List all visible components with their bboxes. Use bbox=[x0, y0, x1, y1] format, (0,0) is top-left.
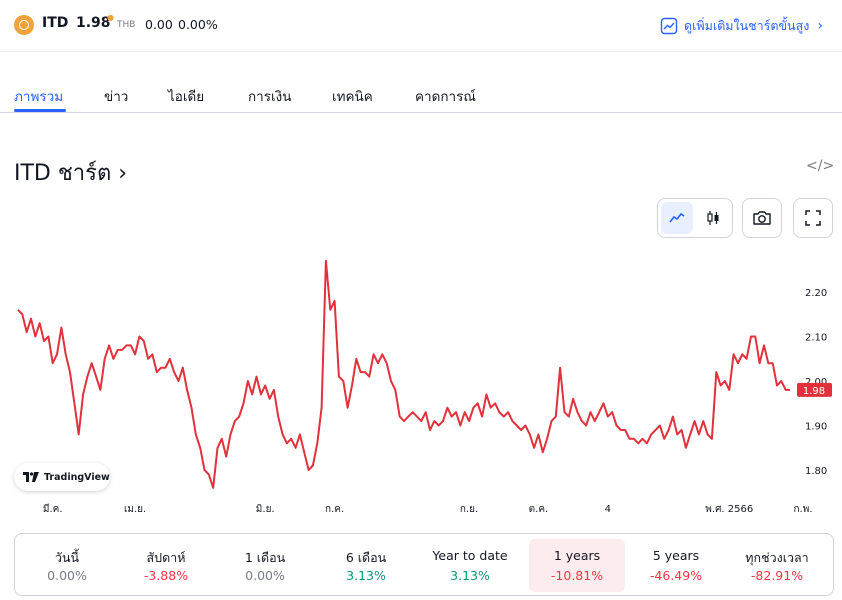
tab-ideas[interactable]: ไอเดีย bbox=[168, 89, 205, 105]
period-value: 3.13% bbox=[450, 568, 490, 583]
period-label: 1 years bbox=[553, 548, 601, 563]
chart-line-icon bbox=[660, 17, 678, 35]
x-tick-label: ก.ย. bbox=[460, 504, 478, 515]
period-label: สัปดาห์ bbox=[146, 550, 186, 565]
period-value: 0.00% bbox=[245, 568, 285, 583]
x-tick-label: ก.ค. bbox=[325, 504, 344, 515]
tradingview-label: TradingView bbox=[44, 471, 110, 483]
price-series-line bbox=[17, 259, 790, 489]
x-tick-label: มิ.ย. bbox=[256, 504, 275, 515]
period-week[interactable]: สัปดาห์ -3.88% bbox=[116, 539, 216, 592]
x-tick-label: 4 bbox=[605, 504, 611, 515]
period-today[interactable]: วันนี้ 0.00% bbox=[17, 539, 117, 592]
candlestick-icon bbox=[707, 211, 719, 225]
symbol-header: ITD 1.98 ● THB 0.00 0.00% ดูเพิ่มเติมในช… bbox=[0, 0, 842, 52]
period-value: -3.88% bbox=[143, 568, 189, 583]
chevron-right-icon: › bbox=[118, 161, 128, 186]
period-value: 3.13% bbox=[346, 568, 386, 583]
period-6-months[interactable]: 6 เดือน 3.13% bbox=[316, 539, 416, 592]
y-tick-label: 2.20 bbox=[805, 288, 827, 299]
last-price-marker: 1.98 bbox=[797, 382, 832, 397]
period-label: 6 เดือน bbox=[345, 550, 387, 565]
last-price-label: 1.98 bbox=[803, 386, 825, 397]
tradingview-logo-icon bbox=[23, 472, 39, 482]
line-chart-button[interactable] bbox=[661, 202, 693, 234]
price-chart[interactable]: 2.20 2.10 2.00 1.90 1.80 มี.ค. เม.ย. มิ.ย. ก.ค. ก… bbox=[0, 248, 842, 520]
last-price: 1.98 bbox=[76, 15, 111, 31]
period-label: 1 เดือน bbox=[244, 550, 286, 565]
tab-forecast[interactable]: คาดการณ์ bbox=[415, 89, 476, 105]
x-tick-label: มี.ค. bbox=[43, 503, 63, 515]
tab-overview[interactable]: ภาพรวม bbox=[14, 89, 64, 105]
advanced-chart-label: ดูเพิ่มเติมในชาร์ตขั้นสูง bbox=[684, 18, 810, 33]
line-chart-icon bbox=[669, 212, 685, 223]
x-tick-label: ต.ค. bbox=[529, 504, 549, 515]
performance-periods: วันนี้ 0.00% สัปดาห์ -3.88% 1 เดือน 0.00… bbox=[14, 533, 834, 596]
fullscreen-icon bbox=[805, 210, 821, 226]
period-value: -10.81% bbox=[550, 568, 604, 583]
snapshot-button[interactable] bbox=[742, 198, 782, 238]
period-all-time[interactable]: ทุกช่วงเวลา -82.91% bbox=[727, 539, 827, 592]
x-tick-label: ก.พ. bbox=[794, 504, 813, 515]
chart-title[interactable]: ITD ชาร์ต › bbox=[14, 155, 127, 190]
chart-style-toggle bbox=[657, 198, 733, 238]
period-label: 5 years bbox=[652, 548, 700, 563]
tab-technicals[interactable]: เทคนิค bbox=[332, 89, 373, 105]
active-tab-indicator bbox=[14, 109, 66, 112]
period-value: -46.49% bbox=[649, 568, 703, 583]
section-tabs: ภาพรวม ข่าว ไอเดีย การเงิน เทคนิค คาดการ… bbox=[0, 80, 842, 113]
chevron-right-icon: › bbox=[817, 18, 823, 34]
y-tick-label: 2.10 bbox=[805, 333, 827, 344]
chart-title-text: ITD ชาร์ต bbox=[14, 161, 112, 186]
candle-chart-button[interactable] bbox=[697, 202, 729, 234]
period-value: 0.00% bbox=[47, 568, 87, 583]
y-tick-label: 2.00 bbox=[805, 377, 827, 388]
period-1-year[interactable]: 1 years -10.81% bbox=[529, 539, 625, 592]
ticker-symbol[interactable]: ITD bbox=[42, 15, 69, 31]
tradingview-badge[interactable]: TradingView bbox=[14, 463, 110, 491]
price-change-percent: 0.00% bbox=[178, 17, 218, 32]
company-logo bbox=[14, 15, 34, 35]
tab-news[interactable]: ข่าว bbox=[104, 89, 129, 105]
currency-label: THB bbox=[117, 20, 136, 30]
tab-financials[interactable]: การเงิน bbox=[248, 89, 292, 105]
period-label: วันนี้ bbox=[54, 550, 80, 565]
fullscreen-button[interactable] bbox=[793, 198, 833, 238]
period-label: Year to date bbox=[432, 548, 508, 563]
camera-icon bbox=[753, 211, 771, 225]
period-5-years[interactable]: 5 years -46.49% bbox=[626, 539, 726, 592]
period-1-month[interactable]: 1 เดือน 0.00% bbox=[215, 539, 315, 592]
period-label: ทุกช่วงเวลา bbox=[745, 550, 809, 565]
x-tick-label: เม.ย. bbox=[124, 504, 146, 515]
period-value: -82.91% bbox=[750, 568, 804, 583]
embed-code-icon[interactable]: </> bbox=[806, 158, 835, 174]
market-status-dot: ● bbox=[107, 13, 114, 22]
x-tick-label: พ.ศ. 2566 bbox=[705, 504, 753, 515]
advanced-chart-link[interactable]: ดูเพิ่มเติมในชาร์ตขั้นสูง › bbox=[660, 14, 823, 38]
period-ytd[interactable]: Year to date 3.13% bbox=[420, 539, 520, 592]
y-tick-label: 1.80 bbox=[805, 466, 827, 477]
price-change: 0.00 bbox=[145, 17, 173, 32]
y-tick-label: 1.90 bbox=[805, 422, 827, 433]
